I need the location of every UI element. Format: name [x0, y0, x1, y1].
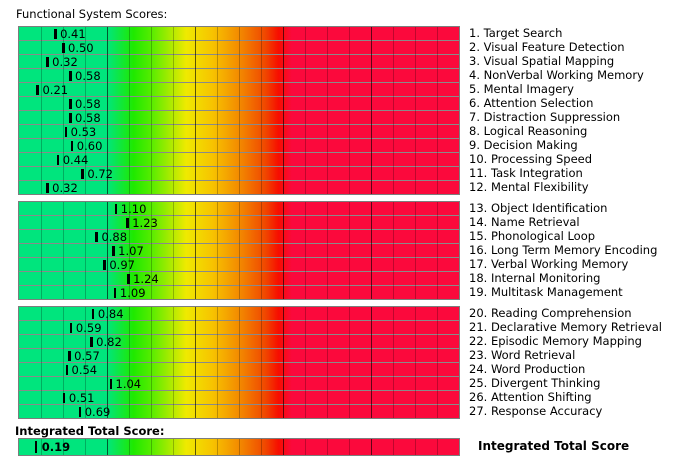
score-bar: [19, 230, 459, 244]
score-bar: [19, 391, 459, 405]
chart-title: Functional System Scores:: [16, 7, 168, 21]
integrated-total-label: Integrated Total Score: [478, 439, 630, 453]
score-bar: [19, 349, 459, 363]
score-bar: [19, 216, 459, 230]
score-bar: [19, 307, 459, 321]
score-bar: [19, 139, 459, 153]
row-label: 6. Attention Selection: [469, 96, 594, 110]
row-label: 23. Word Retrieval: [469, 348, 576, 362]
score-bar: [19, 377, 459, 391]
score-bar: [19, 111, 459, 125]
score-bar: [19, 69, 459, 83]
minor-gridline: [172, 439, 174, 455]
minor-gridline: [414, 439, 416, 455]
gradient-rows: [19, 307, 459, 418]
score-bar: [19, 167, 459, 181]
score-bar: [19, 55, 459, 69]
minor-gridline: [216, 439, 218, 455]
row-label: 8. Logical Reasoning: [469, 124, 588, 138]
minor-gridline: [326, 439, 328, 455]
major-gridline: [106, 439, 108, 455]
row-label: 14. Name Retrieval: [469, 215, 580, 229]
bar-group-1: 0.41 0.50 0.32 0.58 0.21 0.58 0.58 0.53 0.60 0.44…: [18, 26, 460, 195]
score-bar: [19, 153, 459, 167]
bar-group-3: 0.84 0.59 0.82 0.57 0.54 1.04 0.51 0.69: [18, 306, 460, 419]
minor-gridline: [436, 439, 438, 455]
row-label: 25. Divergent Thinking: [469, 376, 601, 390]
minor-gridline: [150, 439, 152, 455]
score-bar: [19, 321, 459, 335]
score-bar: [19, 181, 459, 194]
score-bar: [19, 244, 459, 258]
minor-gridline: [392, 439, 394, 455]
score-bar: [19, 405, 459, 418]
row-label: 20. Reading Comprehension: [469, 306, 632, 320]
row-label: 9. Decision Making: [469, 138, 578, 152]
score-bar: [19, 286, 459, 299]
label-column-3: 20. Reading Comprehension 21. Declarative…: [469, 306, 662, 418]
row-label: 19. Multitask Management: [469, 285, 623, 299]
integrated-total-bar: 0.19: [18, 438, 460, 456]
minor-gridline: [238, 439, 240, 455]
row-label: 2. Visual Feature Detection: [469, 40, 625, 54]
gradient-rows: [19, 27, 459, 194]
major-gridline: [282, 439, 284, 455]
row-label: 7. Distraction Suppression: [469, 110, 621, 124]
score-bar: [19, 258, 459, 272]
minor-gridline: [62, 439, 64, 455]
row-label: 5. Mental Imagery: [469, 82, 574, 96]
minor-gridline: [84, 439, 86, 455]
gradient-rows: [19, 202, 459, 299]
row-label: 12. Mental Flexibility: [469, 180, 589, 194]
integrated-total-heading: Integrated Total Score:: [15, 424, 165, 438]
minor-gridline: [304, 439, 306, 455]
integrated-score-marker: [34, 441, 38, 453]
score-bar: [19, 83, 459, 97]
row-label: 3. Visual Spatial Mapping: [469, 54, 615, 68]
minor-gridline: [348, 439, 350, 455]
minor-gridline: [260, 439, 262, 455]
row-label: 4. NonVerbal Working Memory: [469, 68, 644, 82]
row-label: 10. Processing Speed: [469, 152, 593, 166]
label-column-1: 1. Target Search 2. Visual Feature Detect…: [469, 26, 644, 194]
row-label: 26. Attention Shifting: [469, 390, 592, 404]
row-label: 17. Verbal Working Memory: [469, 257, 629, 271]
label-column-2: 13. Object Identification 14. Name Retrie…: [469, 201, 657, 299]
row-label: 18. Internal Monitoring: [469, 271, 601, 285]
row-label: 16. Long Term Memory Encoding: [469, 243, 658, 257]
major-gridline: [370, 439, 372, 455]
score-bar: [19, 202, 459, 216]
row-label: 21. Declarative Memory Retrieval: [469, 320, 662, 334]
row-label: 11. Task Integration: [469, 166, 583, 180]
integrated-score-value: 0.19: [41, 440, 71, 454]
minor-gridline: [128, 439, 130, 455]
score-bar: [19, 363, 459, 377]
row-label: 22. Episodic Memory Mapping: [469, 334, 642, 348]
bar-group-2: 1.10 1.23 0.88 1.07 0.97 1.24 1.09: [18, 201, 460, 300]
score-bar: [19, 125, 459, 139]
score-bar: [19, 27, 459, 41]
row-label: 15. Phonological Loop: [469, 229, 596, 243]
score-bar: [19, 335, 459, 349]
major-gridline: [194, 439, 196, 455]
score-bar: [19, 97, 459, 111]
row-label: 1. Target Search: [469, 26, 563, 40]
score-bar: [19, 41, 459, 55]
minor-gridline: [40, 439, 42, 455]
row-label: 27. Response Accuracy: [469, 404, 603, 418]
row-label: 24. Word Production: [469, 362, 586, 376]
row-label: 13. Object Identification: [469, 201, 608, 215]
score-bar: [19, 272, 459, 286]
